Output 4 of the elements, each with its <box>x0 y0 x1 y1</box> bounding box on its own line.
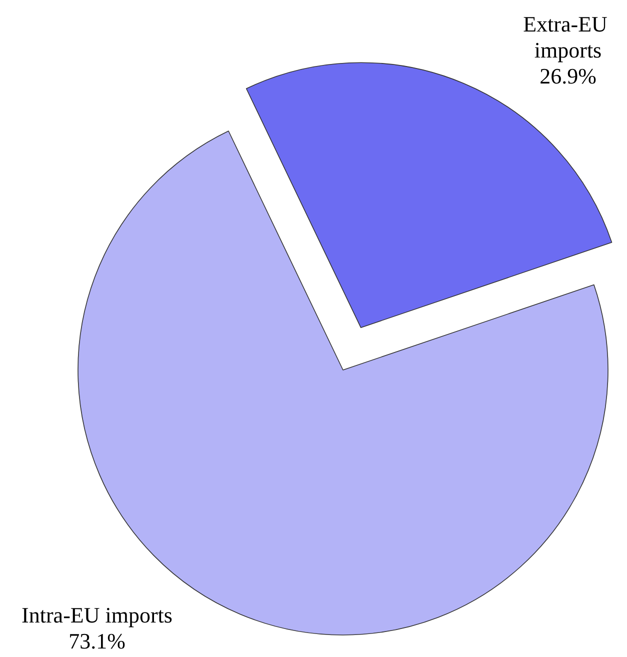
data-label: 26.9% <box>540 64 596 88</box>
slice-label: Extra-EU imports <box>523 12 613 62</box>
slice-label: Intra-EU imports <box>22 602 172 628</box>
data-label: 73.1% <box>68 628 126 654</box>
